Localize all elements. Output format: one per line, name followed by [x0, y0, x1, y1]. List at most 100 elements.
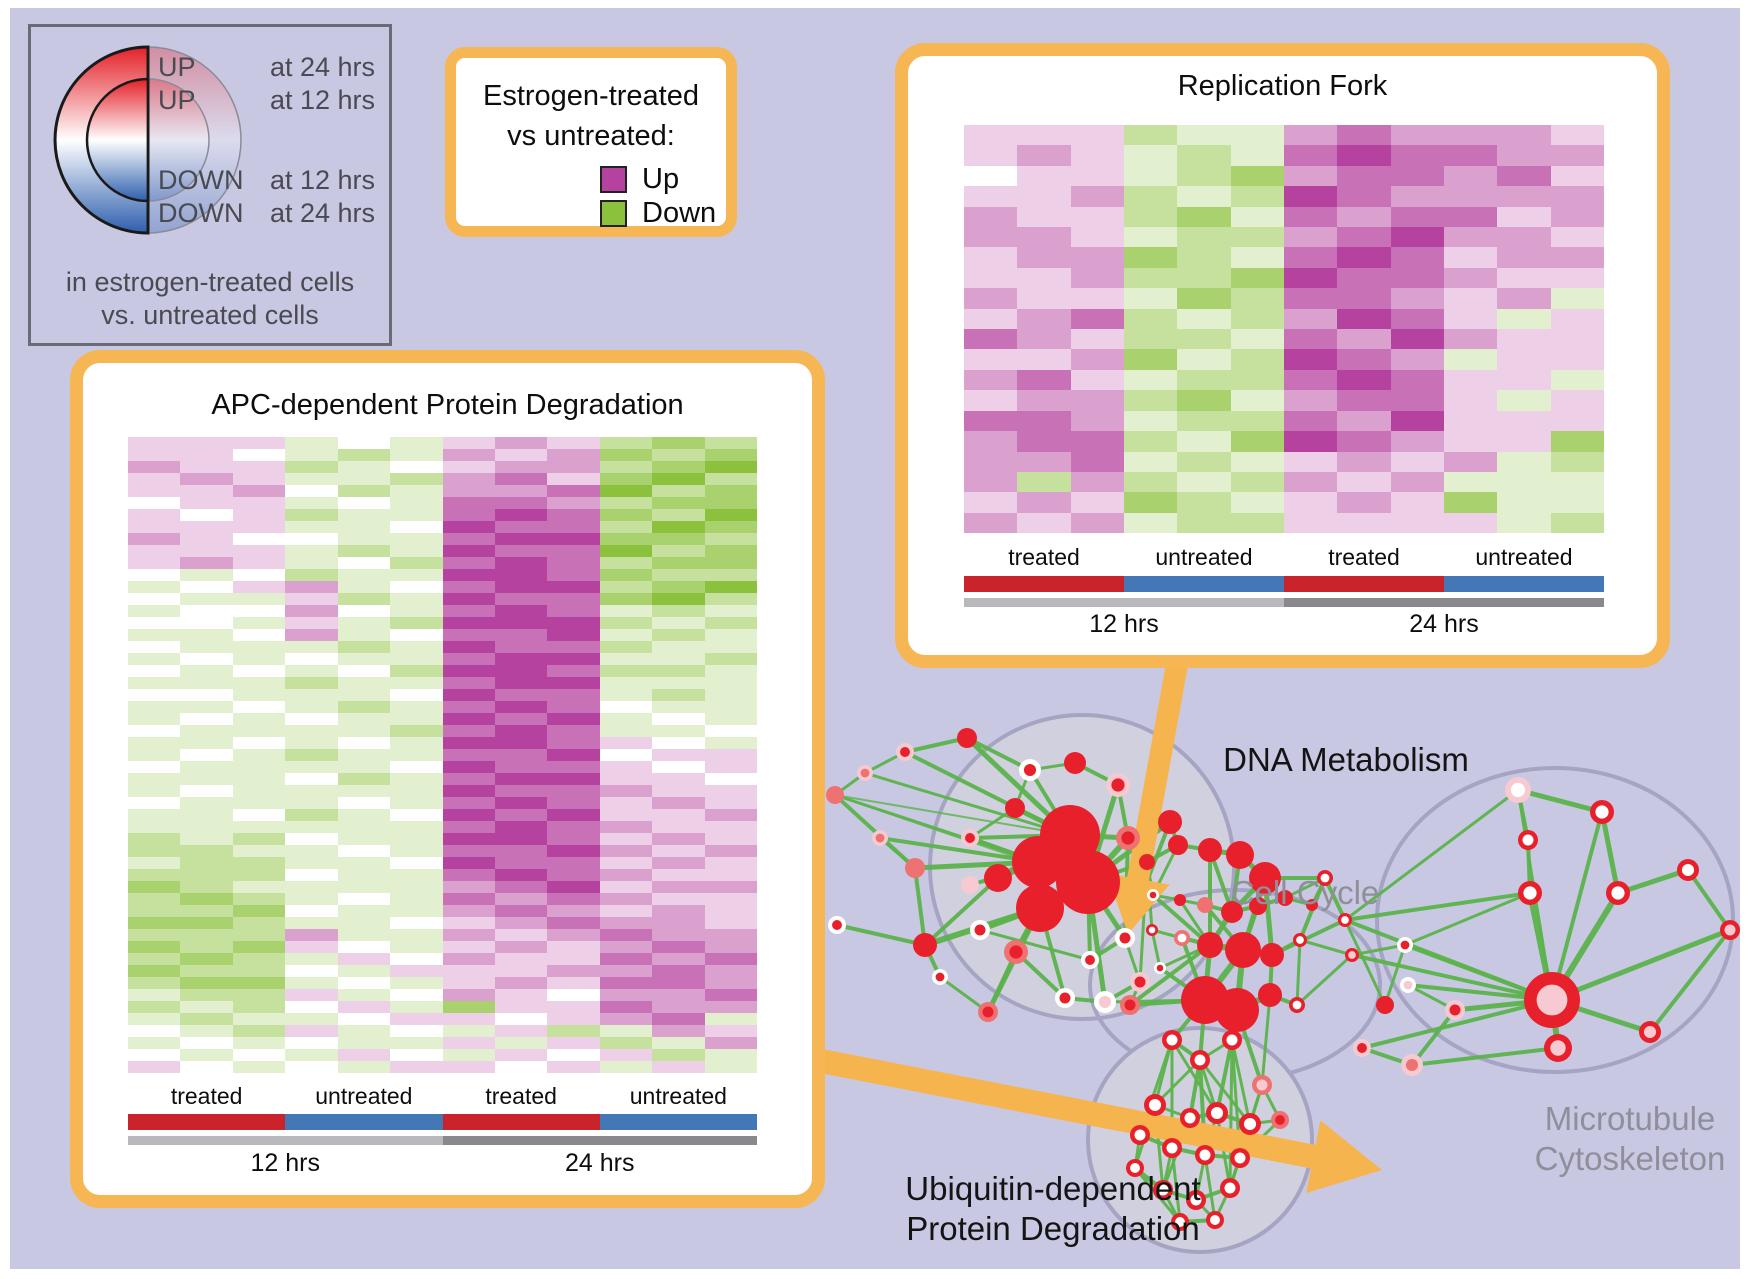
heatmap-cell: [337, 833, 391, 845]
heatmap-cell: [442, 581, 495, 593]
heatmap-cell: [128, 773, 181, 785]
heatmap-cell: [1177, 288, 1231, 309]
heatmap-cell: [180, 917, 233, 929]
heatmap-cell: [285, 545, 338, 557]
heatmap-cell: [1497, 288, 1551, 309]
network-edge: [1549, 927, 1733, 1003]
heatmap-cell: [390, 653, 443, 665]
heatmap-cell: [547, 1049, 600, 1061]
heatmap-cell: [285, 809, 338, 821]
heatmap-cell: [285, 521, 338, 533]
heatmap-cell: [337, 617, 391, 629]
heatmap-cell: [232, 965, 286, 977]
heatmap-cell: [652, 893, 705, 905]
heatmap-cell: [599, 845, 653, 857]
heatmap-cell: [442, 1037, 495, 1049]
heatmap-cell: [652, 773, 705, 785]
network-node-core: [1175, 1217, 1185, 1227]
heatmap-cell: [547, 605, 600, 617]
heatmap-cell: [180, 785, 233, 797]
heatmap-cell: [390, 665, 443, 677]
network-edge: [1170, 1038, 1219, 1115]
heatmap-cell: [652, 617, 705, 629]
heatmap-cell: [180, 569, 233, 581]
heatmap-cell: [128, 977, 181, 989]
heatmap-cell: [180, 1013, 233, 1025]
heatmap-cell: [547, 977, 600, 989]
heatmap-cell: [232, 701, 286, 713]
apc-degradation-heatmap: [128, 437, 758, 1073]
heatmap-cell: [128, 557, 181, 569]
heatmap-cell: [1443, 308, 1498, 330]
network-node: [957, 728, 977, 748]
heatmap-cell: [599, 1061, 653, 1073]
network-node: [1016, 884, 1064, 932]
down-label: Down: [642, 196, 717, 229]
heatmap-cell: [1230, 329, 1284, 350]
heatmap-cell: [1070, 247, 1124, 268]
heatmap-cell: [128, 569, 181, 581]
heatmap-cell: [1123, 145, 1178, 166]
heatmap-cell: [1123, 165, 1178, 187]
heatmap-cell: [652, 905, 705, 917]
heatmap-cell: [337, 533, 391, 545]
heatmap-cell: [1123, 369, 1178, 391]
heatmap-cell: [128, 545, 181, 557]
heatmap-cell: [442, 545, 495, 557]
heatmap-cell: [704, 893, 758, 905]
heatmap-cell: [494, 629, 548, 641]
heatmap-cell: [390, 905, 443, 917]
heatmap-cell: [599, 989, 653, 1001]
heatmap-cell: [964, 410, 1018, 432]
network-node: [905, 858, 925, 878]
heatmap-cell: [232, 917, 286, 929]
heatmap-cell: [337, 665, 391, 677]
network-node-core: [1130, 1163, 1140, 1173]
heatmap-cell: [285, 701, 338, 713]
network-edge: [1343, 788, 1520, 922]
heatmap-cell: [337, 737, 391, 749]
heatmap-cell: [232, 437, 286, 449]
heatmap-cell: [652, 509, 705, 521]
network-node-core: [1190, 1194, 1202, 1206]
heatmap-cell: [547, 593, 600, 605]
network-node-core: [1296, 936, 1304, 944]
network-node: [1064, 752, 1086, 774]
heatmap-cell: [232, 677, 286, 689]
heatmap-cell: [704, 917, 758, 929]
legend-item-up: Up: [600, 163, 679, 195]
heatmap-cell: [337, 797, 391, 809]
callout-arrow-shaft: [1126, 646, 1191, 885]
heatmap-cell: [180, 761, 233, 773]
heatmap-cell: [128, 965, 181, 977]
heatmap-cell: [1550, 125, 1604, 146]
heatmap-cell: [704, 1049, 758, 1061]
network-node-core: [1148, 1098, 1162, 1112]
heatmap-cell: [180, 605, 233, 617]
heatmap-cell: [442, 533, 495, 545]
replication-fork-time-labels: 12 hrs 24 hrs: [964, 610, 1604, 640]
heatmap-cell: [547, 905, 600, 917]
heatmap-cell: [704, 1037, 758, 1049]
network-node: [1225, 932, 1261, 968]
heatmap-cell: [1337, 145, 1391, 166]
heatmap-cell: [180, 833, 233, 845]
heatmap-row: [128, 821, 758, 833]
network-node-core: [1348, 951, 1356, 959]
heatmap-cell: [1337, 267, 1391, 289]
down-swatch-icon: [600, 199, 627, 227]
network-node-core: [1681, 863, 1695, 877]
heatmap-cell: [1123, 247, 1178, 268]
heatmap-cell: [337, 437, 391, 449]
heatmap-cell: [337, 941, 391, 953]
heatmap-cell: [1017, 471, 1071, 493]
heatmap-cell: [390, 605, 443, 617]
heatmap-cell: [390, 557, 443, 569]
heatmap-cell: [180, 689, 233, 701]
heatmap-row: [128, 665, 758, 677]
heatmap-cell: [1070, 206, 1124, 228]
heatmap-cell: [442, 881, 495, 893]
heatmap-cell: [547, 1061, 600, 1073]
network-node: [1226, 841, 1254, 869]
heatmap-cell: [285, 1013, 338, 1025]
